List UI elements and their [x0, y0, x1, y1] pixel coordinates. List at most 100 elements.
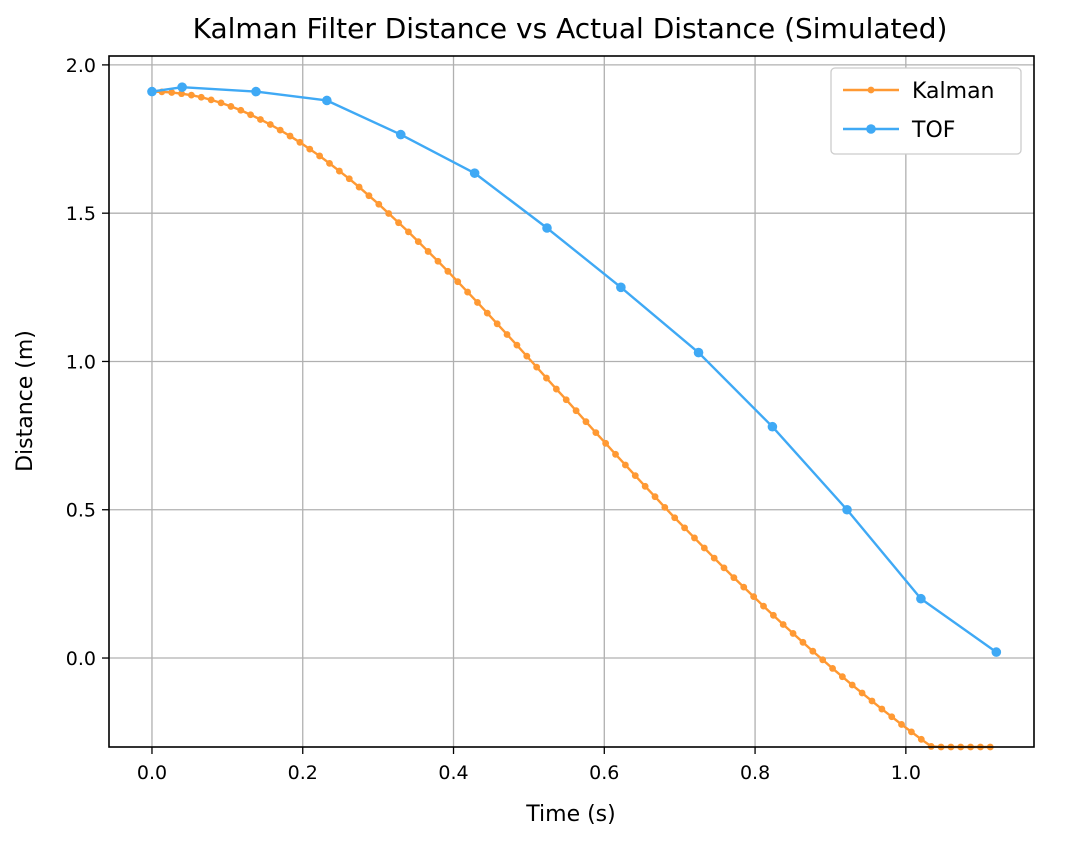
kalman-point [562, 396, 570, 404]
kalman-point [552, 385, 560, 393]
kalman-point [513, 341, 521, 349]
kalman-point [710, 554, 718, 562]
kalman-point [326, 159, 333, 167]
kalman-point [848, 681, 856, 689]
kalman-point [908, 728, 915, 736]
kalman-point [434, 257, 442, 265]
kalman-point [819, 656, 827, 664]
kalman-point [395, 219, 402, 227]
x-tick-label: 0.8 [740, 762, 770, 784]
y-tick-label: 1.0 [66, 351, 96, 373]
tof-point [767, 421, 778, 432]
y-tick-label: 1.5 [66, 203, 96, 225]
kalman-point [365, 192, 373, 200]
kalman-point [612, 450, 619, 458]
legend-kalman-marker [867, 86, 875, 94]
tof-point [395, 129, 406, 140]
x-axis-label: Time (s) [525, 802, 615, 827]
kalman-point [681, 524, 688, 532]
tof-point [322, 95, 332, 106]
kalman-point [454, 278, 462, 286]
legend-tof-marker [866, 124, 876, 134]
plot-frame [108, 55, 1035, 748]
tof-point [177, 82, 187, 92]
kalman-series [148, 88, 994, 751]
legend-tof-label: TOF [911, 118, 955, 143]
kalman-point [444, 267, 452, 275]
kalman-point [641, 482, 649, 490]
kalman-point [858, 689, 866, 697]
axis-ticks: 0.0 0.2 0.4 0.6 0.8 1.0 0.0 0.5 1.0 1.5 2.0 [66, 55, 921, 784]
kalman-point [730, 574, 738, 582]
plot-series [147, 82, 1002, 751]
kalman-point [424, 248, 432, 255]
x-tick-label: 0.0 [137, 762, 167, 784]
tof-line [151, 85, 998, 654]
kalman-point [483, 309, 491, 317]
kalman-line [151, 90, 991, 749]
kalman-point [355, 183, 363, 191]
kalman-point [168, 89, 176, 96]
kalman-point [257, 116, 264, 123]
kalman-point [474, 299, 481, 306]
tof-point [842, 504, 852, 515]
kalman-point [493, 320, 501, 328]
y-tick-label: 2.0 [66, 55, 96, 77]
y-axis-label: Distance (m) [13, 330, 38, 472]
kalman-point [464, 288, 472, 296]
kalman-point [543, 374, 550, 382]
kalman-point [868, 697, 876, 705]
kalman-point [789, 630, 797, 637]
kalman-point [306, 145, 314, 153]
kalman-point [266, 121, 274, 128]
kalman-point [345, 175, 353, 183]
kalman-point [769, 611, 777, 619]
tof-point [616, 282, 626, 293]
y-tick-label: 0.0 [66, 648, 96, 670]
kalman-point [602, 439, 610, 447]
kalman-point [779, 621, 787, 628]
kalman-point [405, 228, 412, 236]
kalman-point [335, 167, 343, 175]
kalman-point [207, 96, 215, 104]
kalman-point [878, 705, 886, 713]
tof-point [916, 593, 926, 604]
kalman-point [316, 152, 324, 160]
kalman-point [592, 429, 600, 437]
kalman-point [197, 93, 205, 101]
kalman-point [414, 238, 422, 246]
kalman-point [237, 106, 245, 114]
tof-point [693, 347, 704, 358]
tof-point [991, 647, 1002, 657]
kalman-point [720, 564, 728, 572]
kalman-point [888, 713, 896, 721]
tof-point [147, 86, 157, 97]
kalman-point [740, 583, 748, 591]
x-tick-label: 0.2 [288, 762, 318, 784]
kalman-point [523, 352, 531, 360]
kalman-point [286, 132, 294, 140]
kalman-point [631, 472, 639, 480]
kalman-point [582, 418, 590, 426]
x-tick-label: 0.4 [438, 762, 468, 784]
kalman-point [572, 407, 580, 415]
kalman-point [799, 638, 807, 646]
kalman-point [829, 665, 836, 672]
kalman-point [385, 210, 393, 217]
tof-point [542, 223, 552, 233]
kalman-point [375, 200, 383, 208]
kalman-point [661, 503, 669, 511]
tof-series [147, 82, 1002, 657]
tof-point [251, 86, 261, 97]
kalman-point [691, 534, 698, 542]
x-tick-label: 0.6 [589, 762, 619, 784]
x-tick-label: 1.0 [891, 762, 921, 784]
kalman-point [700, 544, 708, 552]
kalman-point [217, 99, 225, 107]
kalman-point [898, 721, 905, 728]
kalman-point [178, 90, 185, 98]
gridlines [109, 56, 1034, 747]
kalman-point [533, 363, 541, 371]
kalman-point [760, 602, 767, 610]
